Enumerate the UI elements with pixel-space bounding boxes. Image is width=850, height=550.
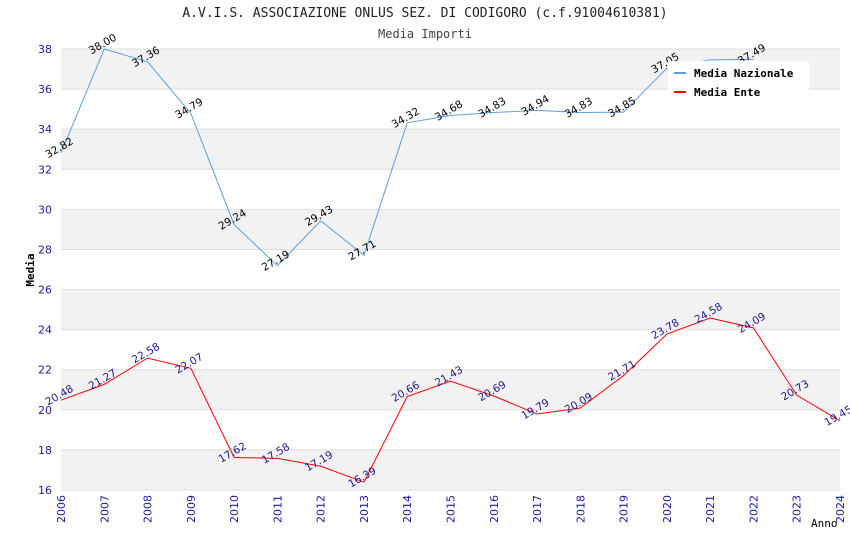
y-tick-label: 32 <box>38 163 52 176</box>
x-tick-label: 2018 <box>574 495 587 523</box>
y-tick-label: 34 <box>38 123 52 136</box>
chart-subtitle: Media Importi <box>378 27 472 41</box>
grid-band <box>61 129 840 170</box>
x-tick-label: 2021 <box>704 495 717 523</box>
x-tick-label: 2020 <box>661 495 674 523</box>
legend-label: Media Ente <box>694 86 761 99</box>
plot-area <box>61 49 840 490</box>
y-tick-label: 28 <box>38 243 52 256</box>
y-tick-label: 24 <box>38 324 52 337</box>
x-tick-label: 2006 <box>55 495 68 523</box>
x-tick-label: 2010 <box>228 495 241 523</box>
series-line-1 <box>60 317 841 483</box>
y-tick-label: 16 <box>38 484 52 497</box>
legend-box <box>668 61 809 100</box>
legend-label: Media Nazionale <box>694 67 794 80</box>
y-tick-label: 26 <box>38 284 52 297</box>
grid-band <box>61 209 840 250</box>
x-tick-label: 2013 <box>358 495 371 523</box>
chart-title: A.V.I.S. ASSOCIAZIONE ONLUS SEZ. DI CODI… <box>182 6 668 21</box>
x-tick-label: 2019 <box>618 495 631 523</box>
y-tick-label: 38 <box>38 43 52 56</box>
x-tick-label: 2016 <box>488 495 501 523</box>
y-tick-label: 22 <box>38 364 52 377</box>
y-tick-label: 36 <box>38 83 52 96</box>
y-axis-label: Media <box>24 253 37 286</box>
x-axis-label: Anno <box>811 517 838 530</box>
legend: Media Nazionale Media Ente <box>668 61 809 100</box>
x-tick-label: 2022 <box>747 495 760 523</box>
grid-band <box>61 449 840 490</box>
x-tick-label: 2009 <box>185 495 198 523</box>
x-tick-label: 2017 <box>531 495 544 523</box>
x-tick-label: 2011 <box>271 495 284 523</box>
series-line-0 <box>60 48 754 267</box>
y-tick-label: 20 <box>38 404 52 417</box>
x-tick-label: 2008 <box>142 495 155 523</box>
grid-band <box>61 369 840 410</box>
x-tick-label: 2014 <box>401 495 414 523</box>
y-tick-label: 18 <box>38 444 52 457</box>
x-tick-label: 2012 <box>315 495 328 523</box>
x-tick-label: 2024 <box>834 495 847 523</box>
grid-band <box>61 289 840 330</box>
x-tick-label: 2007 <box>98 495 111 523</box>
x-tick-label: 2015 <box>445 495 458 523</box>
x-tick-label: 2023 <box>791 495 804 523</box>
y-tick-label: 30 <box>38 203 52 216</box>
